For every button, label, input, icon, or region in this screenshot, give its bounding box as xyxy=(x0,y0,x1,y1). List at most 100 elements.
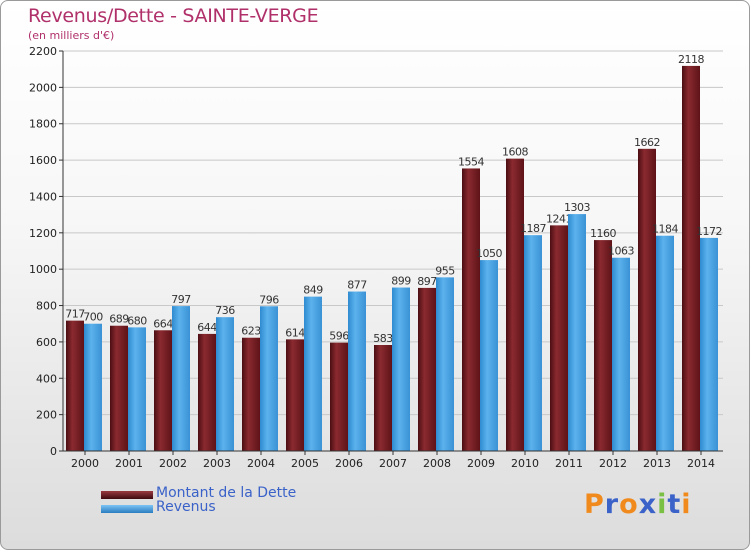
logo-letter: i xyxy=(657,489,668,520)
data-label-revenus: 1303 xyxy=(564,201,590,214)
bar-revenus-2007 xyxy=(392,287,410,451)
bar-revenus-2008 xyxy=(436,277,454,451)
x-tick-label: 2012 xyxy=(599,457,627,470)
data-label-revenus: 877 xyxy=(347,279,367,292)
data-label-revenus: 849 xyxy=(303,284,323,297)
logo-letter: P xyxy=(584,489,605,520)
bar-dette-2003 xyxy=(198,333,216,451)
x-tick-label: 2004 xyxy=(247,457,275,470)
data-label-dette: 614 xyxy=(285,326,305,339)
legend-swatch-revenus xyxy=(101,505,153,513)
bar-revenus-2000 xyxy=(84,323,102,451)
y-tick-label: 1000 xyxy=(29,263,57,276)
bar-revenus-2013 xyxy=(656,235,674,451)
y-tick-label: 800 xyxy=(36,300,57,313)
bar-revenus-2006 xyxy=(348,291,366,451)
data-label-revenus: 1187 xyxy=(520,222,546,235)
x-tick-label: 2010 xyxy=(511,457,539,470)
logo-letter: i xyxy=(681,489,692,520)
data-label-dette: 1160 xyxy=(590,227,616,240)
data-label-dette: 2118 xyxy=(678,53,704,66)
x-tick-label: 2001 xyxy=(115,457,143,470)
data-label-revenus: 1184 xyxy=(652,223,678,236)
legend-label-revenus: Revenus xyxy=(156,499,216,515)
logo-letter: o xyxy=(619,489,639,520)
data-label-dette: 1662 xyxy=(634,136,660,149)
bar-dette-2014 xyxy=(682,65,700,451)
bar-dette-2011 xyxy=(550,225,568,451)
bar-dette-2008 xyxy=(418,287,436,451)
legend-swatch-dette xyxy=(101,491,153,499)
data-label-dette: 644 xyxy=(197,321,217,334)
chart-subtitle: (en milliers d'€) xyxy=(28,29,115,42)
x-tick-label: 2002 xyxy=(159,457,187,470)
y-tick-label: 2000 xyxy=(29,81,57,94)
y-tick-label: 1800 xyxy=(29,118,57,131)
data-label-dette: 717 xyxy=(65,308,85,321)
data-label-revenus: 955 xyxy=(435,264,455,277)
data-label-dette: 1554 xyxy=(458,155,484,168)
x-tick-label: 2009 xyxy=(467,457,495,470)
data-label-revenus: 1063 xyxy=(608,245,634,258)
logo-letter: t xyxy=(667,489,682,520)
bar-dette-2010 xyxy=(506,158,524,452)
logo-letter: r xyxy=(604,489,620,520)
bar-dette-2013 xyxy=(638,148,656,451)
data-label-revenus: 1172 xyxy=(696,225,722,238)
bar-dette-2012 xyxy=(594,240,612,451)
bar-revenus-2010 xyxy=(524,235,542,451)
bar-revenus-2014 xyxy=(700,237,718,451)
bar-dette-2005 xyxy=(286,339,304,451)
bar-dette-2000 xyxy=(66,320,84,451)
data-label-revenus: 1050 xyxy=(476,247,502,260)
bar-revenus-2002 xyxy=(172,306,190,451)
data-label-dette: 1608 xyxy=(502,146,528,159)
data-label-dette: 583 xyxy=(373,332,393,345)
x-tick-label: 2006 xyxy=(335,457,363,470)
bar-revenus-2003 xyxy=(216,317,234,451)
y-tick-label: 400 xyxy=(36,372,57,385)
x-tick-label: 2003 xyxy=(203,457,231,470)
y-tick-label: 1400 xyxy=(29,190,57,203)
data-label-revenus: 736 xyxy=(215,304,235,317)
bar-revenus-2001 xyxy=(128,327,146,451)
x-tick-label: 2011 xyxy=(555,457,583,470)
y-tick-label: 2200 xyxy=(29,45,57,58)
data-label-dette: 1241 xyxy=(546,212,572,225)
y-tick-label: 1600 xyxy=(29,154,57,167)
bar-revenus-2009 xyxy=(480,260,498,451)
y-tick-label: 1200 xyxy=(29,227,57,240)
x-tick-label: 2013 xyxy=(643,457,671,470)
x-tick-label: 2000 xyxy=(71,457,99,470)
bar-dette-2009 xyxy=(462,168,480,452)
bar-revenus-2012 xyxy=(612,257,630,451)
chart-title: Revenus/Dette - SAINTE-VERGE xyxy=(28,5,319,27)
bar-dette-2004 xyxy=(242,337,260,451)
proxiti-logo: Proxiti xyxy=(584,489,692,520)
bar-dette-2002 xyxy=(154,330,172,451)
data-label-revenus: 796 xyxy=(259,293,279,306)
y-tick-label: 0 xyxy=(50,445,57,458)
bar-dette-2001 xyxy=(110,325,128,451)
data-label-dette: 623 xyxy=(241,325,261,338)
x-tick-label: 2007 xyxy=(379,457,407,470)
bar-revenus-2004 xyxy=(260,306,278,451)
y-tick-label: 200 xyxy=(36,409,57,422)
bar-revenus-2011 xyxy=(568,214,586,451)
data-label-dette: 897 xyxy=(417,275,437,288)
data-label-revenus: 680 xyxy=(127,314,147,327)
x-tick-label: 2008 xyxy=(423,457,451,470)
legend-label-dette: Montant de la Dette xyxy=(156,485,297,501)
data-label-dette: 689 xyxy=(109,313,129,326)
bar-dette-2007 xyxy=(374,345,392,451)
bar-revenus-2005 xyxy=(304,296,322,451)
data-label-revenus: 899 xyxy=(391,275,411,288)
logo-letter: x xyxy=(638,489,658,520)
x-tick-label: 2014 xyxy=(687,457,715,470)
y-tick-label: 600 xyxy=(36,336,57,349)
bar-dette-2006 xyxy=(330,342,348,451)
x-tick-label: 2005 xyxy=(291,457,319,470)
data-label-revenus: 797 xyxy=(171,293,191,306)
